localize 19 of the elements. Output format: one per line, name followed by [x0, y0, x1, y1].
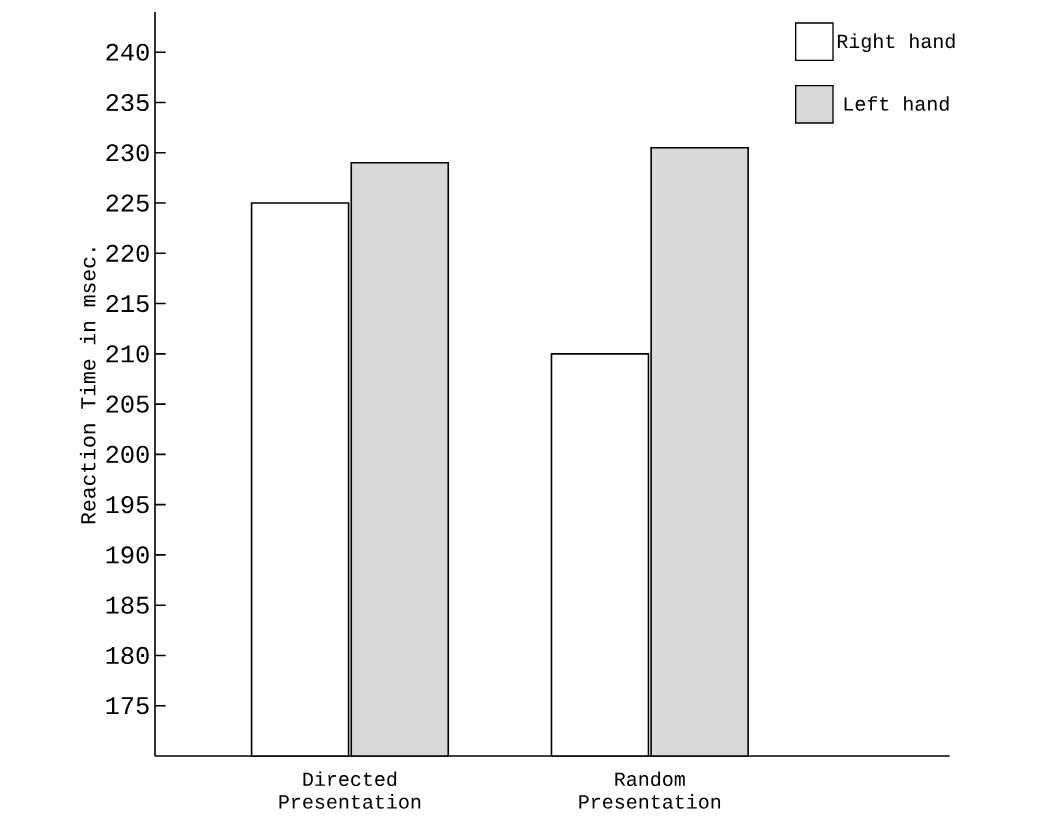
y-tick-label: 180: [106, 646, 149, 665]
y-tick-label: 195: [106, 496, 149, 514]
y-tick-label: 210: [106, 345, 149, 363]
y-tick-label: 215: [106, 294, 149, 313]
legend-label: Left hand: [844, 96, 949, 111]
y-axis-title: Reaction Time in msec.: [79, 248, 96, 524]
y-tick-label: 200: [106, 445, 149, 463]
y-tick-label: 225: [106, 194, 149, 212]
y-tick-label: 190: [106, 546, 149, 564]
x-tick-label: Random Presentation: [579, 771, 721, 809]
y-tick-label: 235: [106, 93, 149, 112]
y-tick-label: 205: [106, 395, 149, 413]
y-tick-label: 220: [106, 244, 149, 262]
y-tick-label: 240: [106, 43, 149, 61]
y-tick-label: 185: [106, 596, 149, 614]
legend-label: Right hand: [837, 33, 955, 53]
x-tick-label: Directed Presentation: [279, 771, 421, 809]
y-tick-label: 175: [106, 697, 149, 715]
y-tick-label: 230: [106, 144, 149, 162]
